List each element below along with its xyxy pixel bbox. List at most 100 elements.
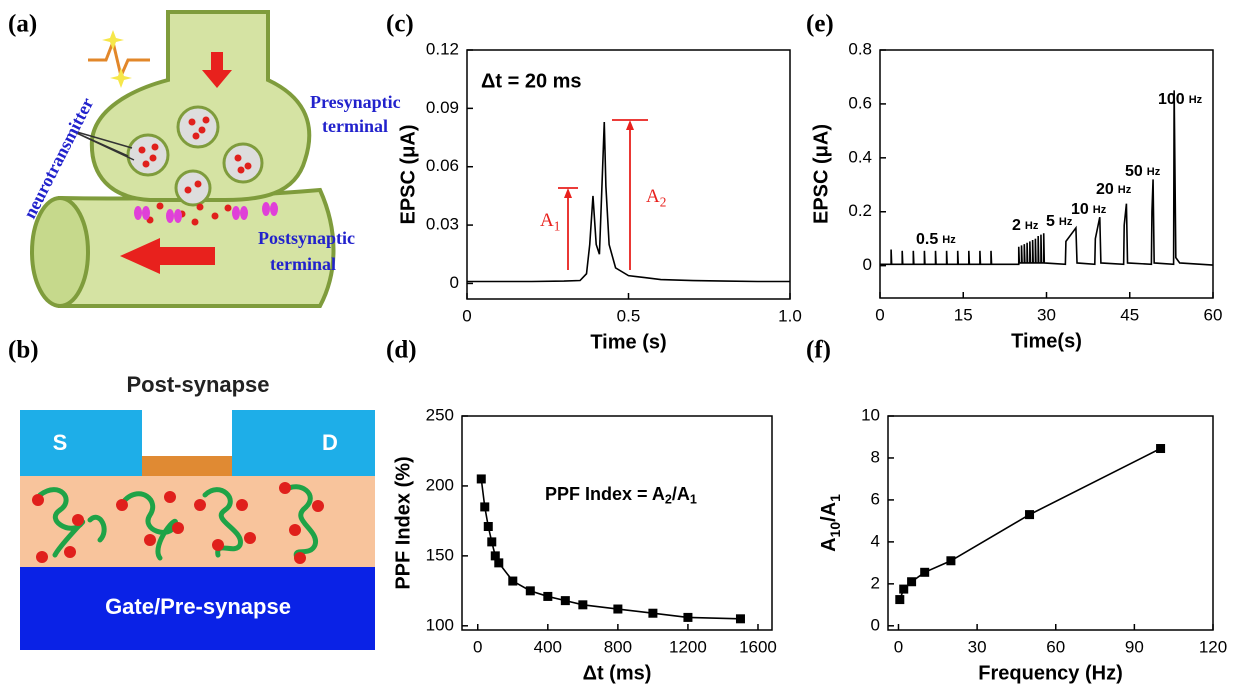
y-tick-label: 100 bbox=[426, 615, 454, 634]
rate-unit: Hz bbox=[1093, 204, 1107, 216]
rate-value: 2 bbox=[1012, 217, 1021, 234]
plot-frame bbox=[879, 49, 1214, 299]
label: Post-synapse bbox=[126, 372, 269, 397]
panel-label: (e) bbox=[806, 11, 834, 38]
channel bbox=[142, 456, 232, 476]
panel-label: (c) bbox=[386, 11, 414, 38]
x-tick-label: 30 bbox=[1037, 305, 1056, 324]
marker bbox=[648, 608, 658, 618]
marker bbox=[494, 558, 504, 568]
x-tick-label: 1600 bbox=[739, 637, 777, 656]
rate-label: 20 Hz bbox=[1096, 181, 1132, 198]
ions bbox=[32, 482, 324, 564]
rate-unit: Hz bbox=[942, 234, 956, 246]
label: Presynaptic bbox=[310, 92, 401, 112]
y-tick-label: 0.6 bbox=[848, 93, 872, 112]
receptors bbox=[134, 202, 278, 223]
marker bbox=[683, 612, 693, 622]
rate-unit: Hz bbox=[1025, 220, 1039, 232]
rate-label: 2 Hz bbox=[1012, 217, 1039, 234]
x-tick-label: 0 bbox=[894, 637, 903, 656]
panel-label: (b) bbox=[8, 337, 39, 364]
text-part: A bbox=[540, 210, 554, 231]
rate-value: 10 bbox=[1071, 201, 1089, 218]
device-diagram: Post-synapse S D Gate/Pre-synapse bbox=[20, 372, 375, 650]
rate-unit: Hz bbox=[1118, 184, 1132, 196]
marker bbox=[476, 474, 486, 484]
x-tick-label: 120 bbox=[1199, 637, 1227, 656]
y-tick-label: 4 bbox=[871, 531, 880, 550]
subscript: 2 bbox=[665, 493, 672, 507]
drain bbox=[232, 410, 375, 476]
rate-label: 100 Hz bbox=[1158, 91, 1203, 108]
x-tick-label: 90 bbox=[1125, 637, 1144, 656]
y-tick-label: 0.03 bbox=[426, 215, 459, 234]
marker bbox=[483, 521, 493, 531]
rate-value: 5 bbox=[1046, 213, 1055, 230]
marker bbox=[907, 577, 917, 587]
rate-label: 10 Hz bbox=[1071, 201, 1107, 218]
cylinder-end bbox=[30, 196, 90, 308]
y-tick-label: 0.09 bbox=[426, 98, 459, 117]
marker bbox=[920, 567, 930, 577]
y-tick-label: 6 bbox=[871, 489, 880, 508]
data-line bbox=[899, 447, 1161, 600]
rate-label: 0.5 Hz bbox=[916, 231, 956, 248]
x-tick-label: 60 bbox=[1046, 637, 1065, 656]
gate bbox=[20, 567, 375, 650]
y-tick-label: 0 bbox=[450, 273, 459, 292]
y-tick-label: 250 bbox=[426, 405, 454, 424]
x-tick-label: 1.0 bbox=[778, 306, 802, 325]
y-tick-label: 8 bbox=[871, 447, 880, 466]
marker bbox=[613, 604, 623, 614]
label: S bbox=[53, 430, 68, 455]
marker bbox=[1025, 510, 1035, 520]
spark bbox=[110, 68, 132, 88]
y-tick-label: 150 bbox=[426, 545, 454, 564]
down-arrow bbox=[202, 52, 232, 88]
rate-value: 100 bbox=[1158, 91, 1185, 108]
x-axis-label: Δt (ms) bbox=[583, 662, 652, 684]
rate-unit: Hz bbox=[1147, 166, 1161, 178]
subscript: 1 bbox=[827, 494, 843, 502]
marker bbox=[525, 586, 535, 596]
text-part: /A bbox=[818, 502, 840, 522]
marker bbox=[578, 600, 588, 610]
x-tick-label: 0 bbox=[462, 306, 471, 325]
label: D bbox=[322, 430, 338, 455]
vesicles bbox=[126, 105, 264, 207]
label: Postsynaptic bbox=[258, 228, 355, 248]
x-tick-label: 800 bbox=[604, 637, 632, 656]
x-tick-label: 400 bbox=[534, 637, 562, 656]
x-axis-label: Time (s) bbox=[590, 331, 666, 353]
marker bbox=[560, 596, 570, 606]
marker bbox=[490, 551, 500, 561]
y-tick-label: 0.06 bbox=[426, 156, 459, 175]
y-tick-label: 0 bbox=[863, 255, 872, 274]
y-tick-label: 200 bbox=[426, 475, 454, 494]
subscript: 2 bbox=[660, 195, 667, 210]
y-axis-label: EPSC (μA) bbox=[810, 124, 832, 224]
marker bbox=[480, 502, 490, 512]
synapse-diagram: Presynaptic terminal Postsynaptic termin… bbox=[19, 10, 401, 308]
arrow-head bbox=[626, 120, 634, 130]
y-tick-label: 0.8 bbox=[848, 39, 872, 58]
marker bbox=[487, 537, 497, 547]
arrow-head bbox=[564, 188, 572, 198]
rate-unit: Hz bbox=[1189, 94, 1203, 106]
x-axis-label: Time(s) bbox=[1011, 330, 1082, 352]
rate-unit: Hz bbox=[1059, 216, 1073, 228]
multi-part-text: A10/A1 bbox=[818, 494, 842, 552]
text-part: A bbox=[818, 537, 840, 551]
plot-frame bbox=[461, 415, 773, 631]
marker bbox=[735, 614, 745, 624]
multi-part-text: PPF Index = A2/A1 bbox=[545, 484, 697, 507]
subscript: 10 bbox=[827, 522, 843, 538]
plot-frame bbox=[887, 415, 1214, 631]
text-part: /A bbox=[672, 484, 690, 504]
marker bbox=[508, 576, 518, 586]
y-tick-label: 0 bbox=[871, 615, 880, 634]
label: Gate/Pre-synapse bbox=[105, 594, 291, 619]
x-axis-label: Frequency (Hz) bbox=[978, 662, 1122, 684]
